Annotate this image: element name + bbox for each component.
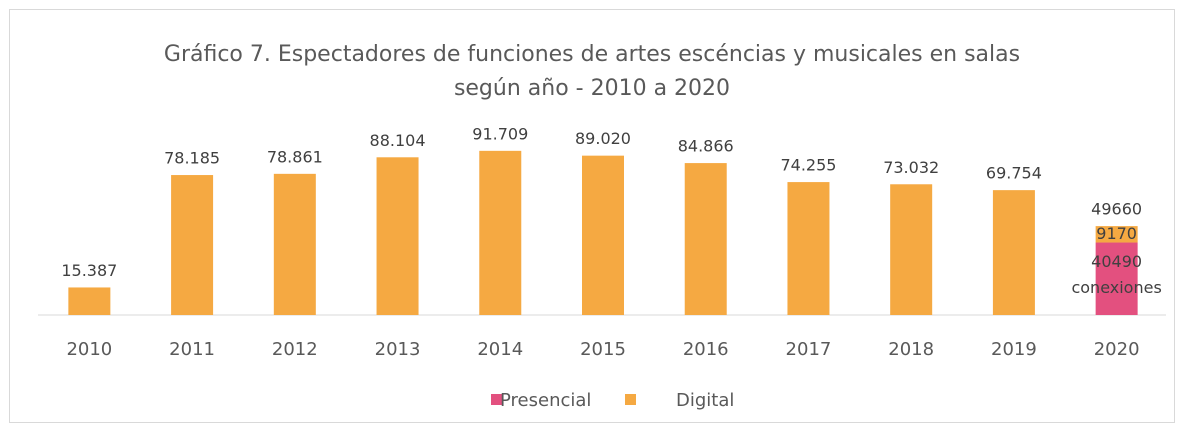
bar-segment: [992, 190, 1035, 315]
legend-swatch: [491, 394, 502, 405]
data-label: 69.754: [986, 164, 1042, 183]
x-tick-label: 2020: [1094, 339, 1140, 360]
data-label: 73.032: [883, 158, 939, 177]
annotation: conexiones: [1071, 278, 1161, 297]
bar-segment: [1095, 226, 1138, 243]
data-label: 88.104: [370, 131, 426, 150]
bar-segment: [68, 287, 111, 315]
x-tick-label: 2010: [66, 339, 112, 360]
legend-swatch: [625, 394, 636, 405]
x-tick-label: 2017: [786, 339, 832, 360]
data-label: 84.866: [678, 137, 734, 156]
x-tick-label: 2011: [169, 339, 215, 360]
chart-title: Gráfico 7. Espectadores de funciones de …: [164, 42, 1020, 67]
data-label: 78.185: [164, 149, 220, 168]
bar-segment: [171, 175, 214, 315]
bar-segment: [582, 155, 624, 315]
x-tick-label: 2015: [580, 339, 626, 360]
data-label: 78.861: [267, 147, 323, 166]
x-tick-label: 2014: [477, 339, 523, 360]
data-label: 15.387: [61, 261, 117, 280]
bar-segment: [787, 182, 830, 315]
bar-segment: [890, 184, 933, 315]
bar-segment: [376, 157, 419, 315]
chart-subtitle: según año - 2010 a 2020: [454, 76, 730, 101]
bar-segment: [1095, 242, 1138, 315]
data-label: 9170: [1096, 224, 1137, 243]
x-tick-label: 2012: [272, 339, 318, 360]
data-label: 74.255: [780, 156, 836, 175]
annotation: 49660: [1091, 200, 1142, 219]
bar-segment: [479, 150, 522, 315]
data-label: 40490: [1091, 252, 1142, 271]
x-tick-label: 2019: [991, 339, 1037, 360]
data-label: 91.709: [472, 124, 528, 143]
x-tick-label: 2013: [375, 339, 421, 360]
bar-segment: [684, 163, 727, 315]
data-label: 89.020: [575, 129, 631, 148]
x-tick-label: 2018: [888, 339, 934, 360]
legend-label: Digital: [676, 390, 734, 411]
bar-segment: [273, 173, 316, 315]
x-tick-label: 2016: [683, 339, 729, 360]
legend-label: Presencial: [500, 390, 591, 411]
